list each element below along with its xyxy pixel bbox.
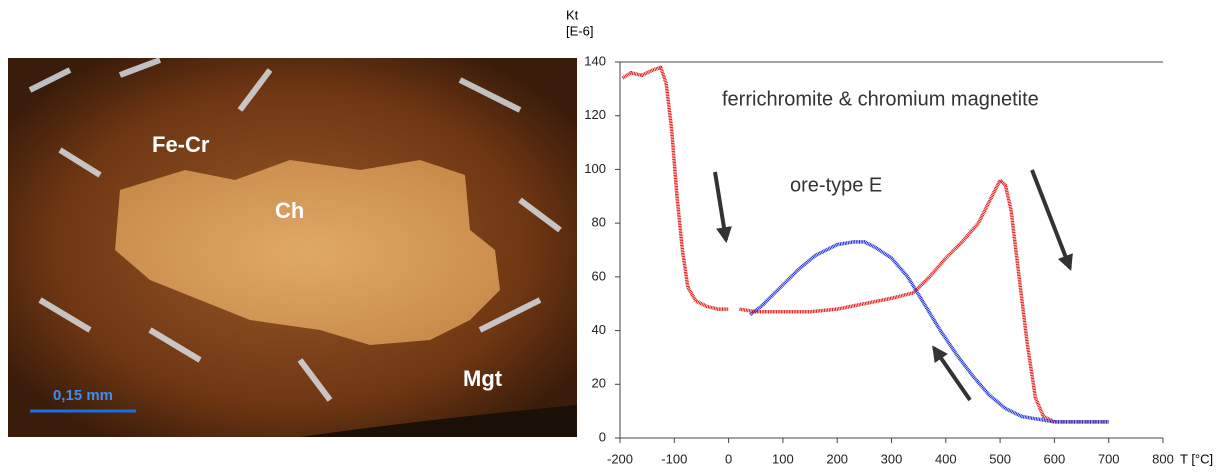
- x-tick-label: -100: [661, 451, 687, 466]
- x-tick-label: 500: [989, 451, 1011, 466]
- x-tick-label: 600: [1044, 451, 1066, 466]
- y-tick-label: 140: [584, 53, 606, 68]
- arrow: [1030, 169, 1073, 271]
- data-line: [749, 240, 1109, 424]
- x-tick-label: 300: [881, 451, 903, 466]
- x-tick-label: -200: [607, 451, 633, 466]
- annotation: ore-type E: [790, 174, 882, 196]
- x-tick-label: 100: [772, 451, 794, 466]
- y-axis-label: Kt: [566, 7, 579, 22]
- x-axis-label: T [°C]: [1180, 451, 1213, 466]
- y-tick-label: 20: [592, 376, 606, 391]
- y-tick-label: 80: [592, 215, 606, 230]
- x-tick-label: 800: [1152, 451, 1174, 466]
- y-tick-label: 100: [584, 161, 606, 176]
- y-tick-label: 0: [599, 429, 606, 444]
- arrow: [932, 345, 972, 402]
- arrows: [713, 169, 1073, 402]
- y-tick-label: 120: [584, 107, 606, 122]
- annotation: ferrichromite & chromium magnetite: [722, 88, 1039, 110]
- photo-label: Ch: [275, 198, 304, 223]
- photo: Fe-Cr Ch Mgt 0,15 mm: [8, 57, 577, 437]
- photo-shadow: [8, 405, 577, 437]
- x-tick-label: 0: [725, 451, 732, 466]
- photo-label: Fe-Cr: [152, 132, 210, 157]
- arrow: [713, 171, 732, 244]
- chalcopyrite-grain: [115, 160, 500, 345]
- x-tick-label: 700: [1098, 451, 1120, 466]
- photo-label: Mgt: [463, 366, 503, 391]
- y-tick-label: 60: [592, 268, 606, 283]
- y-axis-unit: [E-6]: [566, 23, 593, 38]
- y-tick-label: 40: [592, 322, 606, 337]
- scale-bar-label: 0,15 mm: [53, 387, 113, 404]
- data-line: [621, 65, 1109, 424]
- x-tick-label: 200: [826, 451, 848, 466]
- x-tick-label: 400: [935, 451, 957, 466]
